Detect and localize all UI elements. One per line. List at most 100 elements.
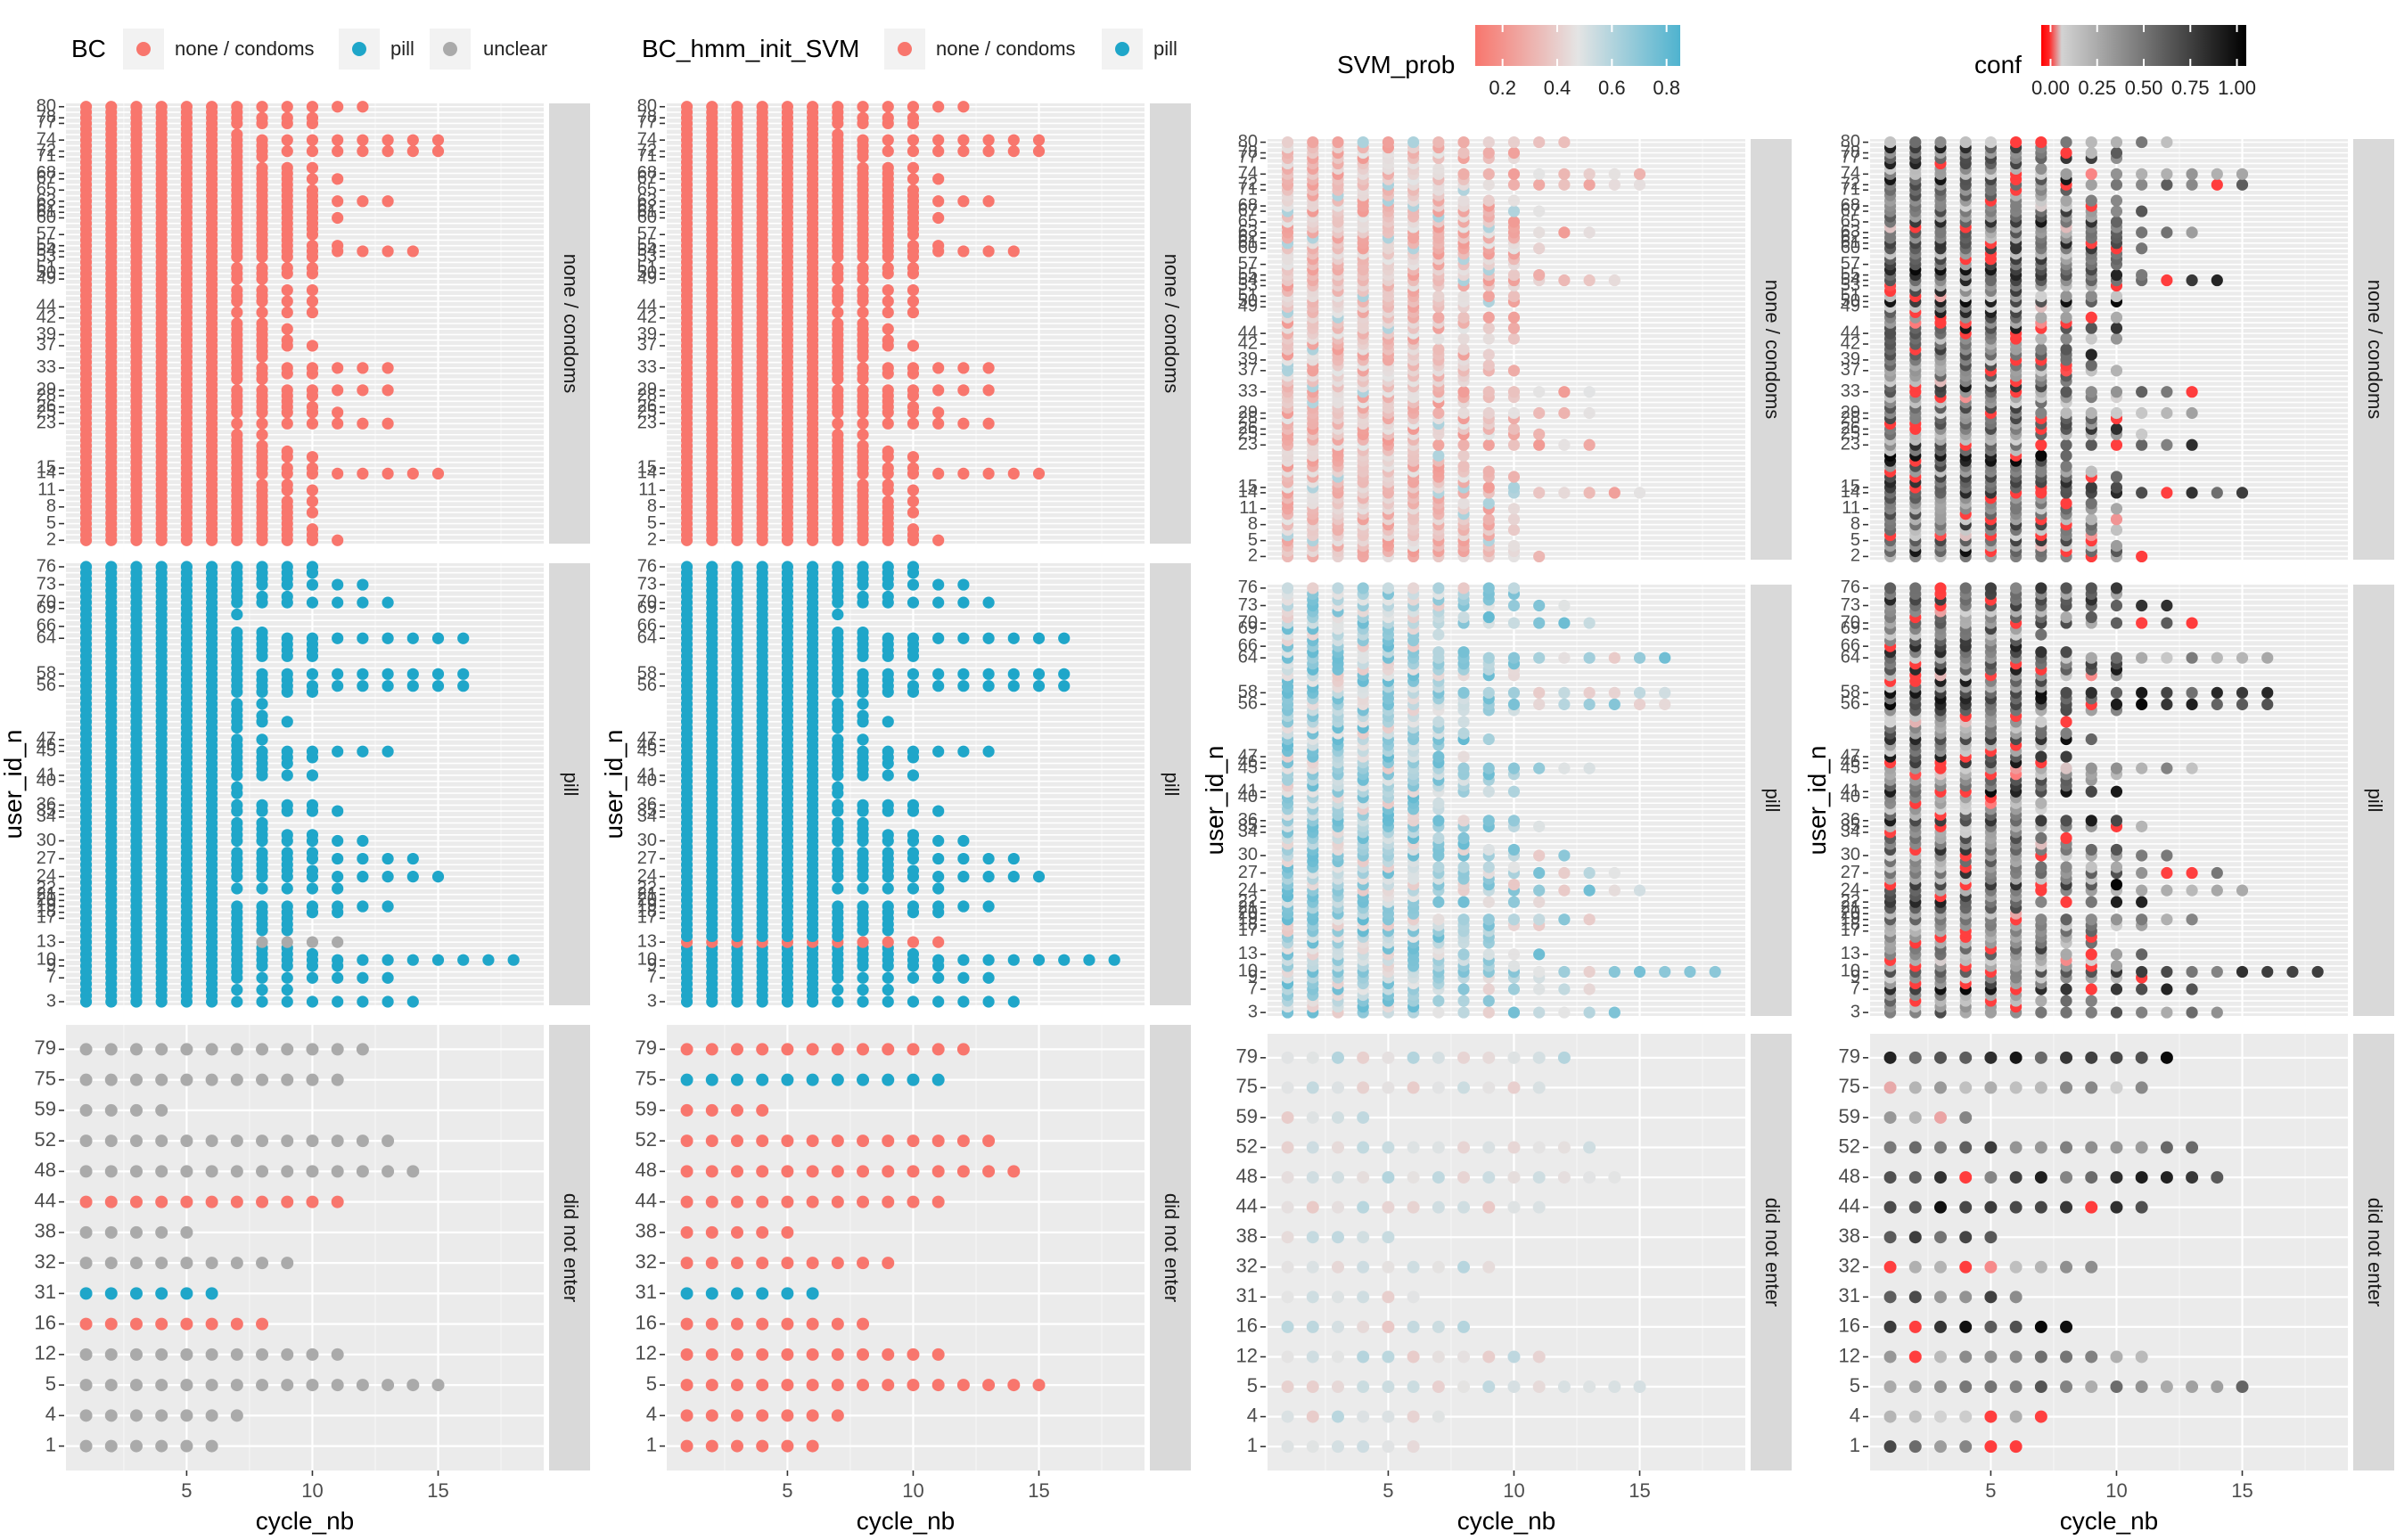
data-point — [705, 1409, 718, 1422]
data-point — [1533, 178, 1546, 191]
data-point — [756, 1439, 769, 1453]
y-tick-label: 63 — [37, 191, 56, 210]
data-point — [857, 745, 869, 758]
data-point — [932, 211, 945, 225]
data-point — [457, 954, 470, 966]
data-point — [306, 561, 319, 573]
data-point — [1432, 162, 1445, 175]
data-point — [705, 1317, 718, 1331]
data-point — [1507, 438, 1521, 451]
y-tick-label: 9 — [46, 955, 56, 975]
data-point — [1058, 632, 1071, 644]
data-point — [1533, 268, 1546, 282]
data-point — [155, 1135, 168, 1148]
data-point — [680, 1348, 693, 1361]
data-point — [857, 733, 869, 746]
data-point — [357, 467, 369, 480]
data-point — [705, 1073, 718, 1086]
data-point — [406, 1379, 420, 1392]
data-point — [756, 1043, 769, 1056]
data-point — [882, 1165, 895, 1178]
y-tick-label: 54 — [637, 241, 657, 260]
y-tick-label: 13 — [1238, 944, 1258, 963]
y-tick-label: 74 — [37, 129, 56, 149]
data-point — [431, 467, 445, 480]
data-point — [281, 161, 293, 174]
data-point — [781, 101, 794, 113]
data-point — [256, 668, 268, 680]
y-tick-label: 5 — [45, 1372, 56, 1395]
y-tick-label: 64 — [37, 628, 56, 648]
data-point — [957, 384, 970, 397]
data-point — [306, 882, 319, 895]
data-point — [907, 1195, 920, 1208]
data-point — [406, 134, 419, 146]
data-point — [932, 534, 945, 546]
y-tick-label: 30 — [637, 831, 657, 850]
data-point — [1432, 1006, 1445, 1019]
data-point — [1507, 146, 1521, 160]
data-point — [281, 769, 293, 782]
data-point — [79, 1439, 93, 1453]
legend-bc-key-pill: pill — [339, 29, 414, 70]
data-point — [230, 1409, 243, 1422]
y-tick-label: 14 — [637, 463, 657, 483]
data-point — [306, 947, 319, 961]
data-point — [104, 1165, 118, 1178]
data-point — [1482, 322, 1495, 334]
data-point — [832, 799, 844, 811]
data-point — [356, 1379, 369, 1392]
data-point — [281, 900, 293, 913]
data-point — [1482, 1006, 1495, 1019]
facet-strip — [549, 103, 590, 544]
data-point — [932, 173, 945, 185]
data-point — [1432, 290, 1445, 303]
data-point — [882, 334, 894, 347]
data-point — [357, 995, 369, 1008]
y-tick-label: 27 — [37, 848, 56, 868]
data-point — [205, 1409, 218, 1422]
data-point — [907, 578, 920, 591]
data-point — [857, 698, 869, 710]
y-axis-title: user_id_n — [0, 730, 27, 840]
data-point — [231, 733, 243, 746]
data-point — [332, 384, 344, 397]
y-tick-label: 37 — [37, 335, 56, 355]
data-point — [332, 871, 344, 883]
data-point — [957, 834, 970, 848]
data-point — [205, 1135, 218, 1148]
data-point — [129, 1225, 143, 1239]
data-point — [129, 1135, 143, 1148]
data-point — [730, 1379, 743, 1392]
data-point — [907, 523, 920, 536]
data-point — [857, 101, 869, 113]
data-point — [129, 1073, 143, 1086]
y-tick-label: 73 — [637, 574, 657, 594]
data-point — [104, 1043, 118, 1056]
data-point — [256, 971, 268, 984]
data-point — [806, 1135, 819, 1148]
y-tick-label: 38 — [636, 1220, 657, 1242]
data-point — [907, 184, 920, 196]
data-point — [857, 1257, 870, 1270]
data-point — [180, 561, 193, 573]
legend-bc-dot-none — [136, 42, 151, 56]
data-point — [332, 406, 344, 419]
data-point — [1482, 359, 1495, 372]
data-point — [857, 1043, 870, 1056]
data-point — [882, 1195, 895, 1208]
data-point — [1533, 226, 1546, 239]
data-point — [357, 384, 369, 397]
y-tick-label: 73 — [37, 574, 56, 594]
data-point — [1357, 135, 1369, 149]
data-point — [680, 1043, 693, 1056]
y-tick-label: 71 — [637, 146, 657, 166]
data-point — [357, 852, 369, 865]
data-point — [256, 283, 268, 297]
legend-svm-tick-label: 0.4 — [1544, 77, 1571, 99]
data-point — [205, 1379, 218, 1392]
y-tick-label: 22 — [37, 878, 56, 897]
data-point — [680, 1409, 693, 1422]
data-point — [1533, 205, 1546, 217]
